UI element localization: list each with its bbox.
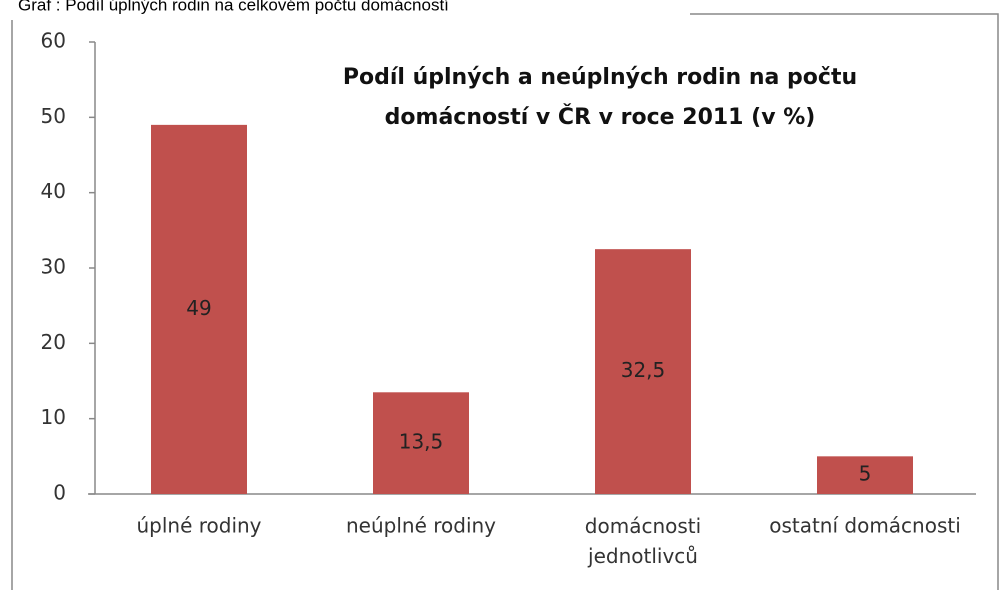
caption: Graf : Podíl úplných rodin na celkovém p… [18, 0, 449, 14]
y-tick-label: 40 [41, 179, 66, 203]
bar [595, 249, 691, 494]
bar [373, 392, 469, 494]
y-tick-label: 30 [41, 255, 66, 279]
bar [151, 124, 247, 494]
chart-title: domácností v ČR v roce 2011 (v %) [385, 104, 816, 130]
value-label: 49 [186, 296, 211, 320]
bar [817, 456, 913, 494]
value-label: 32,5 [621, 358, 666, 382]
x-tick-label: domácnosti jednotlivců [585, 514, 701, 568]
value-label: 13,5 [399, 430, 444, 454]
x-tick-label: úplné rodiny [136, 514, 261, 538]
y-tick-label: 50 [41, 104, 66, 128]
value-label: 5 [859, 462, 872, 486]
y-tick-label: 10 [41, 405, 66, 429]
chart-title: Podíl úplných a neúplných rodin na počtu [343, 65, 857, 90]
y-tick-label: 20 [41, 330, 66, 354]
y-tick-label: 0 [53, 481, 66, 505]
x-tick-label: ostatní domácnosti [769, 514, 961, 538]
x-tick-label: neúplné rodiny [346, 514, 496, 538]
caption-background [0, 0, 690, 20]
y-tick-label: 60 [41, 29, 66, 53]
